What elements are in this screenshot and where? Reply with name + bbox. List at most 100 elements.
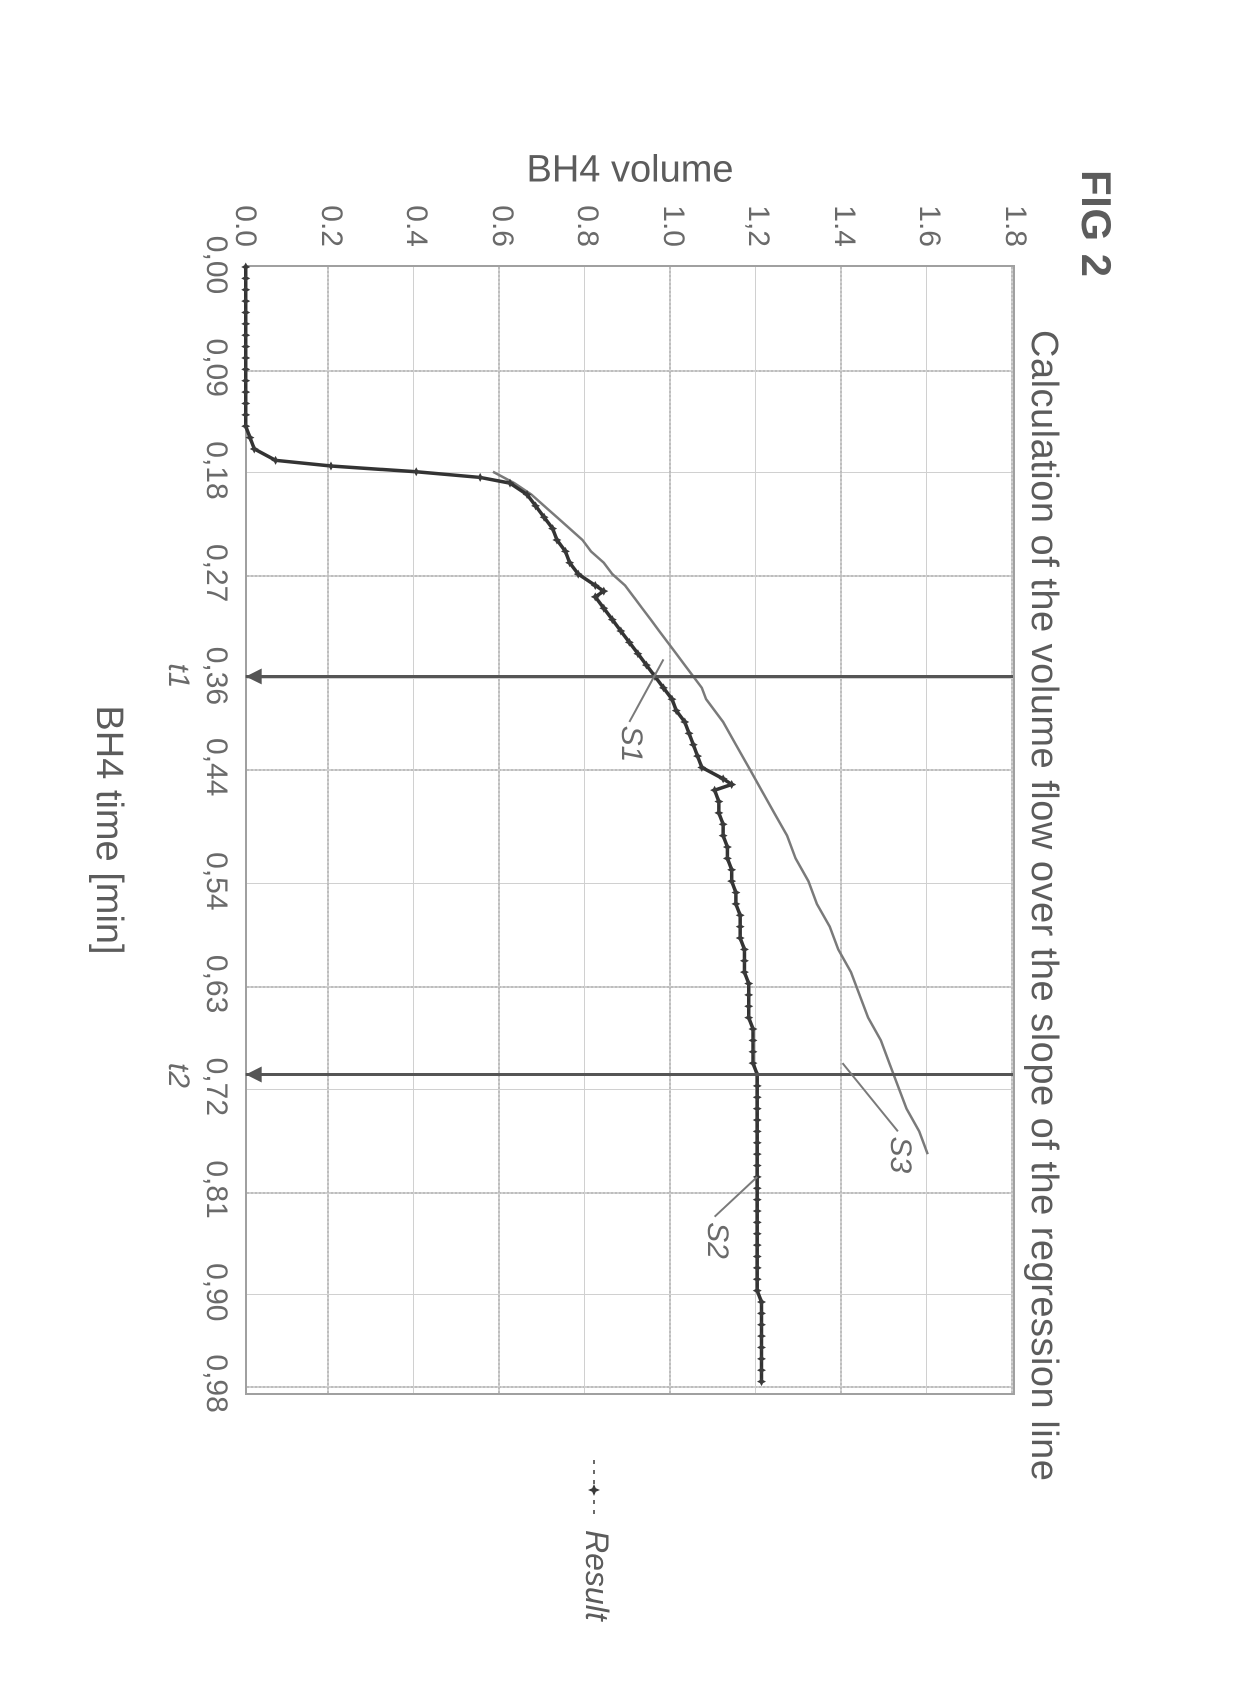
result-marker (753, 1150, 762, 1159)
result-marker (327, 462, 336, 471)
result-marker (241, 331, 250, 340)
legend-marker-icon (584, 1460, 604, 1520)
x-tick: 0,44 (199, 738, 233, 796)
result-marker (757, 1298, 766, 1307)
result-marker (693, 752, 702, 761)
result-marker (753, 1195, 762, 1204)
result-series-line (246, 267, 762, 1382)
result-marker (476, 473, 485, 482)
annotation-leader (715, 1177, 758, 1217)
result-marker (753, 1286, 762, 1295)
y-tick: 1.6 (912, 205, 946, 257)
result-marker (731, 899, 740, 908)
time-marker-label: t1 (161, 663, 195, 688)
x-tick: 0,18 (199, 441, 233, 499)
x-tick: 0,36 (199, 647, 233, 705)
annotation: S1 (614, 726, 648, 763)
time-marker (246, 1067, 1013, 1083)
result-marker (753, 1116, 762, 1125)
result-marker (748, 1025, 757, 1034)
result-marker (748, 1036, 757, 1045)
y-tick: 0.8 (570, 205, 604, 257)
result-marker (753, 1093, 762, 1102)
x-tick: 0,81 (199, 1160, 233, 1218)
result-marker (753, 1207, 762, 1216)
x-tick: 0,09 (199, 339, 233, 397)
result-marker (753, 1081, 762, 1090)
x-tick: 0,54 (199, 852, 233, 910)
result-marker (727, 877, 736, 886)
result-marker (740, 956, 749, 965)
result-marker (241, 410, 250, 419)
result-marker (740, 968, 749, 977)
result-marker (753, 1218, 762, 1227)
plot-area (245, 265, 1015, 1395)
y-tick: 0.4 (399, 205, 433, 257)
result-marker (748, 1059, 757, 1068)
result-marker (714, 808, 723, 817)
chart-canvas: FIG 2 Calculation of the volume flow ove… (0, 0, 1240, 1705)
regression-curve (493, 472, 928, 1154)
result-marker (753, 1127, 762, 1136)
annotation: S3 (884, 1136, 918, 1173)
result-marker (744, 990, 753, 999)
x-tick: 0,98 (199, 1354, 233, 1412)
result-marker (241, 376, 250, 385)
y-axis-label: BH4 volume (527, 149, 734, 192)
y-tick: 0.0 (228, 205, 262, 257)
result-marker (753, 1138, 762, 1147)
result-marker (412, 467, 421, 476)
result-marker (241, 365, 250, 374)
result-marker (753, 1275, 762, 1284)
result-marker (710, 786, 719, 795)
result-marker (719, 820, 728, 829)
result-marker (753, 1104, 762, 1113)
result-marker (241, 308, 250, 317)
svg-layer (246, 267, 1013, 1393)
result-marker (723, 843, 732, 852)
result-marker (757, 1332, 766, 1341)
result-marker (719, 831, 728, 840)
x-tick: 0,27 (199, 544, 233, 602)
result-marker (753, 1252, 762, 1261)
time-marker (246, 668, 1013, 684)
legend: Result (578, 1460, 615, 1621)
result-marker (241, 319, 250, 328)
chart-title: Calculation of the volume flow over the … (1022, 330, 1065, 1481)
result-marker (736, 922, 745, 931)
x-tick: 0,63 (199, 955, 233, 1013)
annotation: S2 (700, 1222, 734, 1259)
result-marker (740, 945, 749, 954)
result-marker (685, 729, 694, 738)
result-marker (241, 399, 250, 408)
result-marker (744, 979, 753, 988)
y-tick: 1.0 (656, 205, 690, 257)
result-marker (241, 354, 250, 363)
figure-label: FIG 2 (1072, 170, 1120, 278)
y-tick: 1,2 (741, 205, 775, 257)
result-marker (241, 274, 250, 283)
result-marker (241, 285, 250, 294)
result-marker (689, 740, 698, 749)
result-marker (753, 1161, 762, 1170)
result-marker (753, 1263, 762, 1272)
result-marker (757, 1377, 766, 1386)
result-marker (757, 1366, 766, 1375)
result-marker (241, 263, 250, 272)
result-marker (753, 1229, 762, 1238)
y-tick: 0.2 (314, 205, 348, 257)
result-marker (753, 1184, 762, 1193)
result-marker (744, 1002, 753, 1011)
y-tick: 1.8 (998, 205, 1032, 257)
result-marker (246, 433, 255, 442)
result-marker (241, 422, 250, 431)
result-marker (241, 342, 250, 351)
result-marker (241, 388, 250, 397)
result-marker (744, 1013, 753, 1022)
result-marker (727, 865, 736, 874)
y-tick: 0.6 (485, 205, 519, 257)
result-marker (757, 1320, 766, 1329)
x-axis-label: BH4 time [min] (87, 705, 130, 954)
result-marker (757, 1354, 766, 1363)
legend-label: Result (579, 1530, 615, 1621)
